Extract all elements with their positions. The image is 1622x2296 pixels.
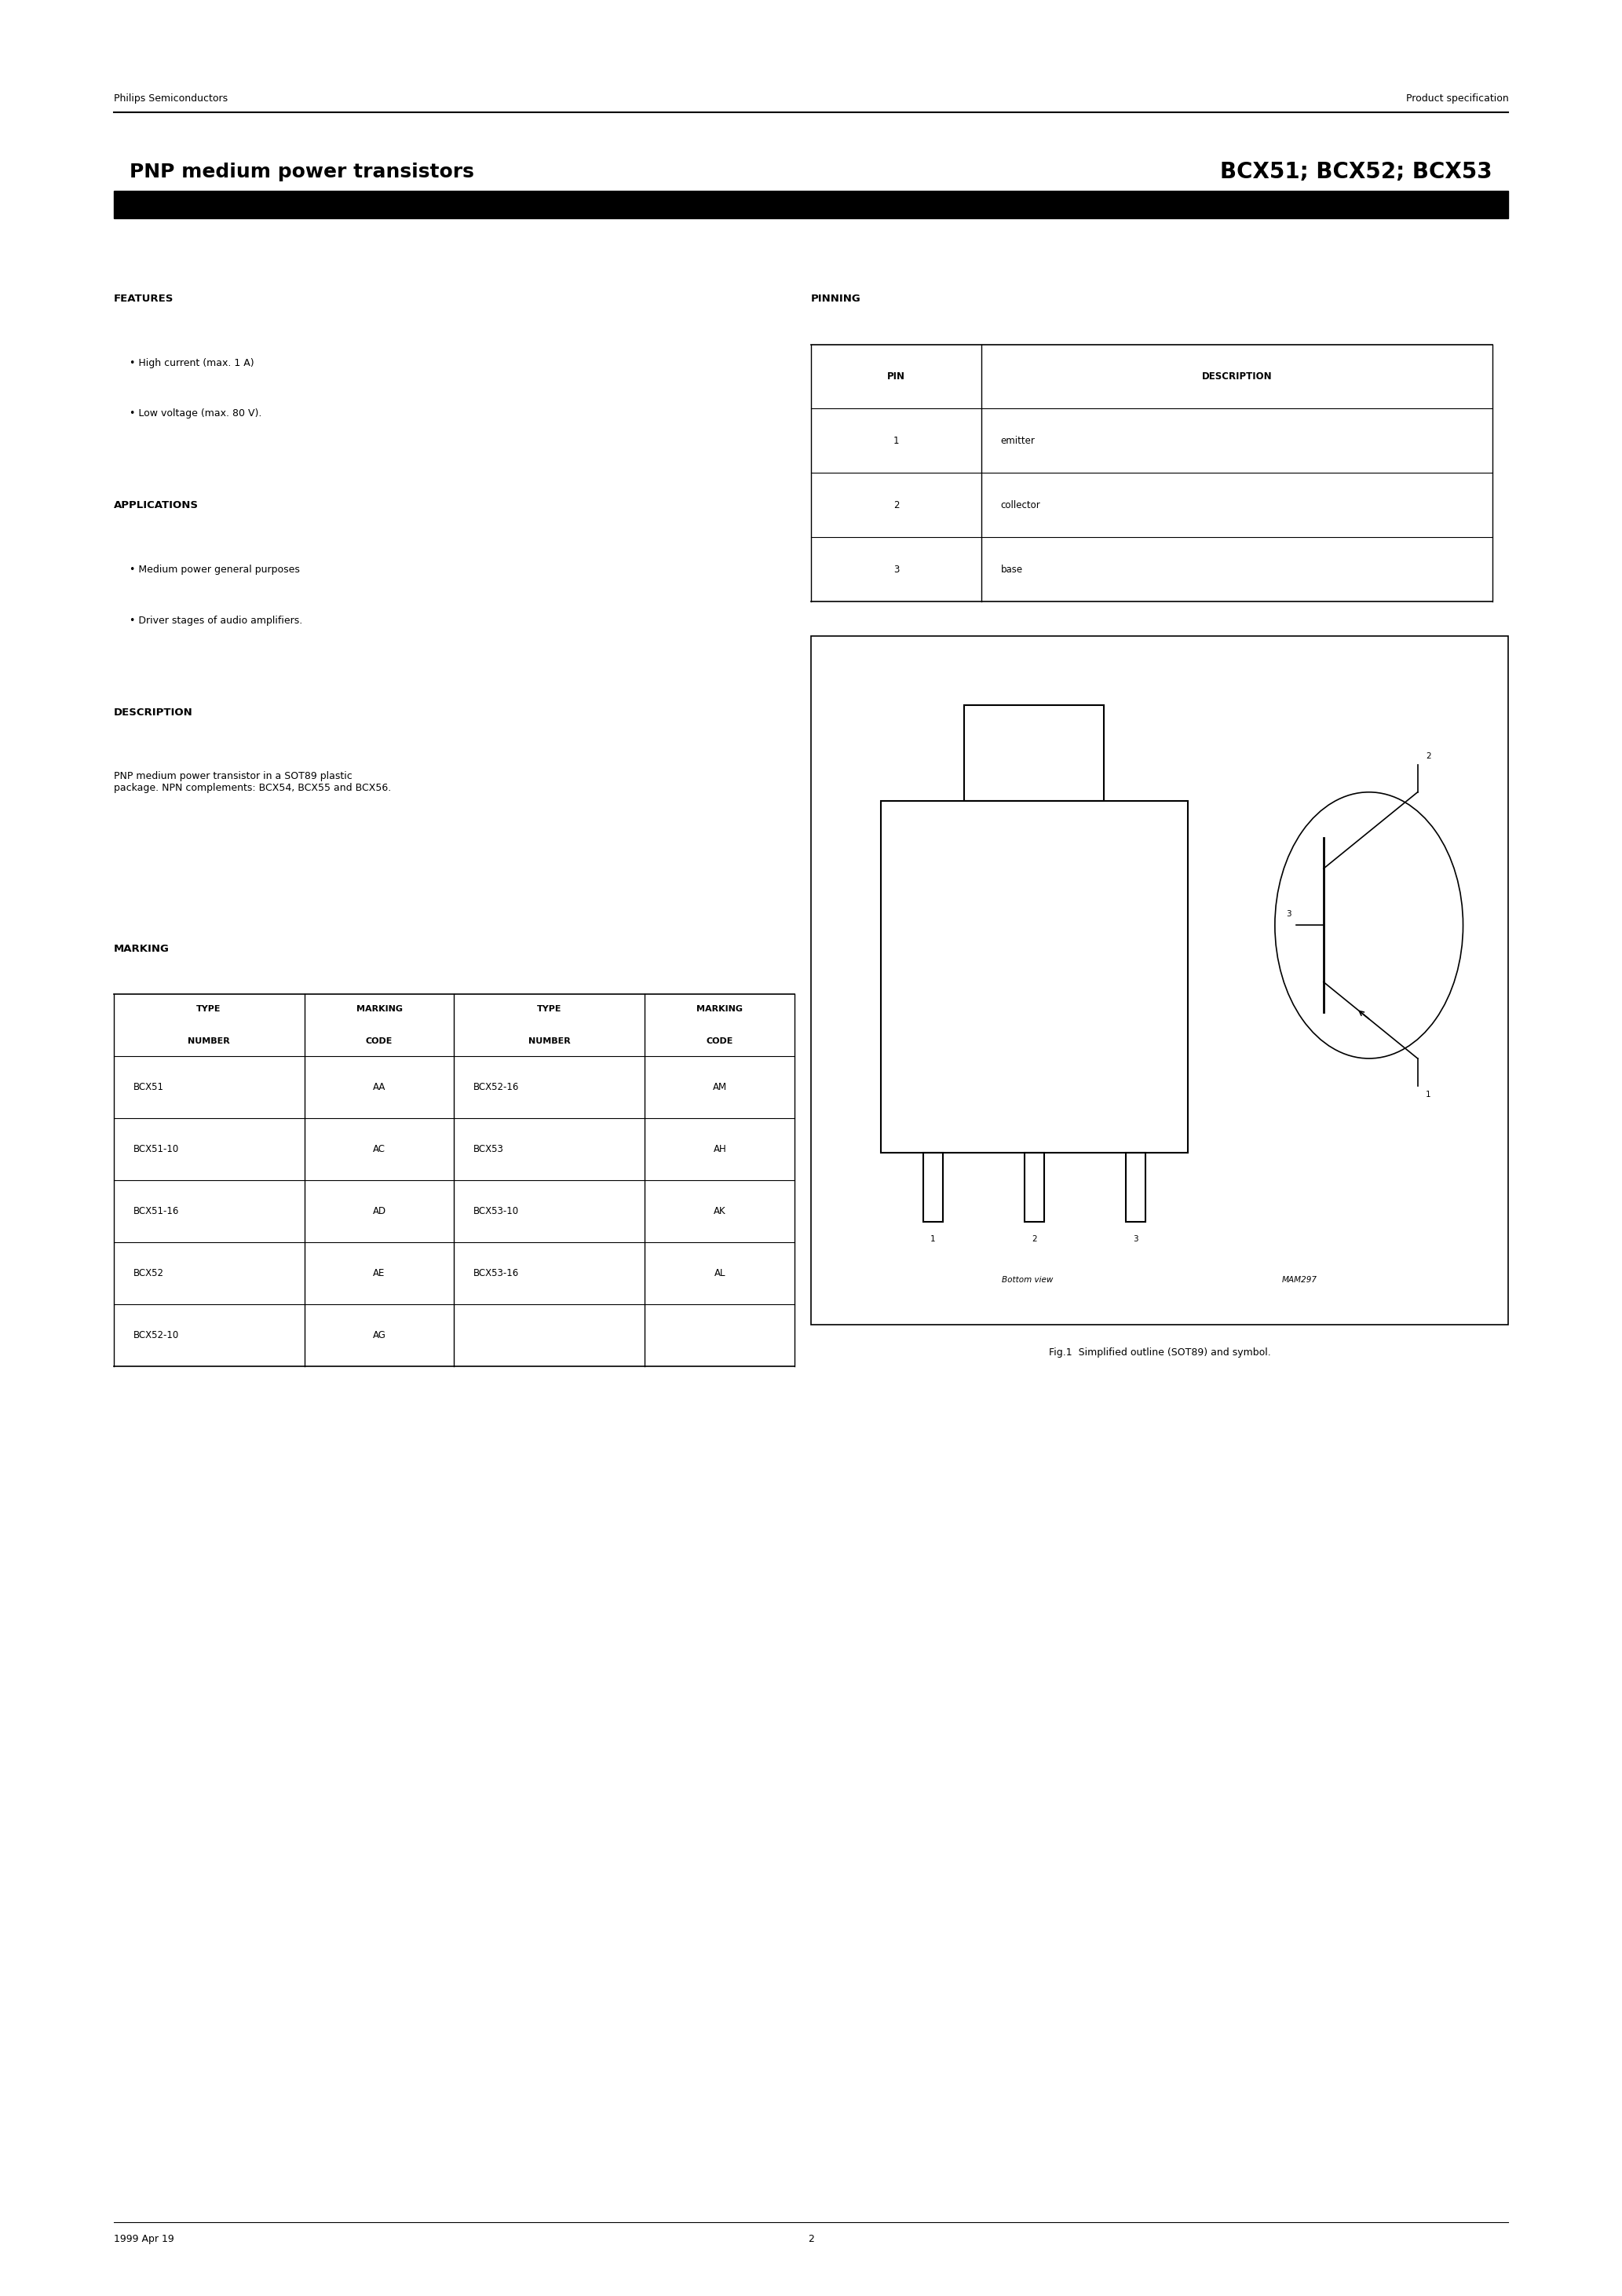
Text: Product specification: Product specification — [1406, 94, 1508, 103]
Text: 3: 3 — [894, 565, 899, 574]
Text: Fig.1  Simplified outline (SOT89) and symbol.: Fig.1 Simplified outline (SOT89) and sym… — [1049, 1348, 1270, 1357]
Text: 2: 2 — [894, 501, 899, 510]
Text: • High current (max. 1 A): • High current (max. 1 A) — [130, 358, 255, 367]
Text: • Driver stages of audio amplifiers.: • Driver stages of audio amplifiers. — [130, 615, 303, 625]
Text: 1: 1 — [894, 436, 899, 445]
Text: PNP medium power transistor in a SOT89 plastic
package. NPN complements: BCX54, : PNP medium power transistor in a SOT89 p… — [114, 771, 391, 794]
Text: 3: 3 — [1132, 1235, 1139, 1242]
Text: BCX51; BCX52; BCX53: BCX51; BCX52; BCX53 — [1220, 161, 1492, 184]
Text: AG: AG — [373, 1329, 386, 1341]
Text: emitter: emitter — [1001, 436, 1035, 445]
Text: BCX51-10: BCX51-10 — [133, 1143, 178, 1155]
Bar — [881, 801, 1187, 1153]
Text: base: base — [1001, 565, 1023, 574]
Text: CODE: CODE — [365, 1038, 393, 1045]
Text: AA: AA — [373, 1081, 386, 1093]
Text: 1: 1 — [931, 1235, 936, 1242]
Text: BCX52-10: BCX52-10 — [133, 1329, 178, 1341]
Text: TYPE: TYPE — [196, 1006, 221, 1013]
Text: TYPE: TYPE — [537, 1006, 561, 1013]
Text: 3: 3 — [1286, 909, 1291, 918]
Text: 2: 2 — [1426, 753, 1431, 760]
Text: BCX53: BCX53 — [474, 1143, 504, 1155]
Text: 1999 Apr 19: 1999 Apr 19 — [114, 2234, 174, 2243]
Text: MARKING: MARKING — [357, 1006, 402, 1013]
Text: PIN: PIN — [887, 372, 905, 381]
Text: AL: AL — [714, 1267, 725, 1279]
Bar — [1126, 1153, 1145, 1221]
Text: 2: 2 — [1032, 1235, 1036, 1242]
Text: BCX51-16: BCX51-16 — [133, 1205, 178, 1217]
Text: • Medium power general purposes: • Medium power general purposes — [130, 565, 300, 574]
Text: NUMBER: NUMBER — [188, 1038, 230, 1045]
Text: NUMBER: NUMBER — [529, 1038, 571, 1045]
Text: Bottom view: Bottom view — [1001, 1277, 1053, 1283]
Bar — [114, 191, 1508, 218]
Text: MARKING: MARKING — [697, 1006, 743, 1013]
Text: DESCRIPTION: DESCRIPTION — [114, 707, 193, 716]
Text: AM: AM — [712, 1081, 727, 1093]
Bar — [923, 1153, 942, 1221]
Text: FEATURES: FEATURES — [114, 294, 174, 303]
Text: CODE: CODE — [706, 1038, 733, 1045]
Text: AK: AK — [714, 1205, 727, 1217]
Text: PINNING: PINNING — [811, 294, 861, 303]
Text: BCX51: BCX51 — [133, 1081, 164, 1093]
Text: collector: collector — [1001, 501, 1041, 510]
Text: • Low voltage (max. 80 V).: • Low voltage (max. 80 V). — [130, 409, 261, 418]
Text: BCX53-16: BCX53-16 — [474, 1267, 519, 1279]
Text: AE: AE — [373, 1267, 386, 1279]
Bar — [811, 636, 1508, 1325]
Text: MARKING: MARKING — [114, 944, 169, 953]
Bar — [965, 705, 1105, 801]
Text: BCX52-16: BCX52-16 — [474, 1081, 519, 1093]
Text: AC: AC — [373, 1143, 386, 1155]
Text: Philips Semiconductors: Philips Semiconductors — [114, 94, 227, 103]
Bar — [1025, 1153, 1045, 1221]
Text: AH: AH — [714, 1143, 727, 1155]
Text: AD: AD — [373, 1205, 386, 1217]
Text: 1: 1 — [1426, 1091, 1431, 1097]
Text: BCX52: BCX52 — [133, 1267, 164, 1279]
Text: BCX53-10: BCX53-10 — [474, 1205, 519, 1217]
Text: DESCRIPTION: DESCRIPTION — [1202, 372, 1272, 381]
Text: PNP medium power transistors: PNP medium power transistors — [130, 163, 474, 181]
Text: 2: 2 — [808, 2234, 814, 2243]
Text: MAM297: MAM297 — [1281, 1277, 1317, 1283]
Text: APPLICATIONS: APPLICATIONS — [114, 501, 198, 510]
